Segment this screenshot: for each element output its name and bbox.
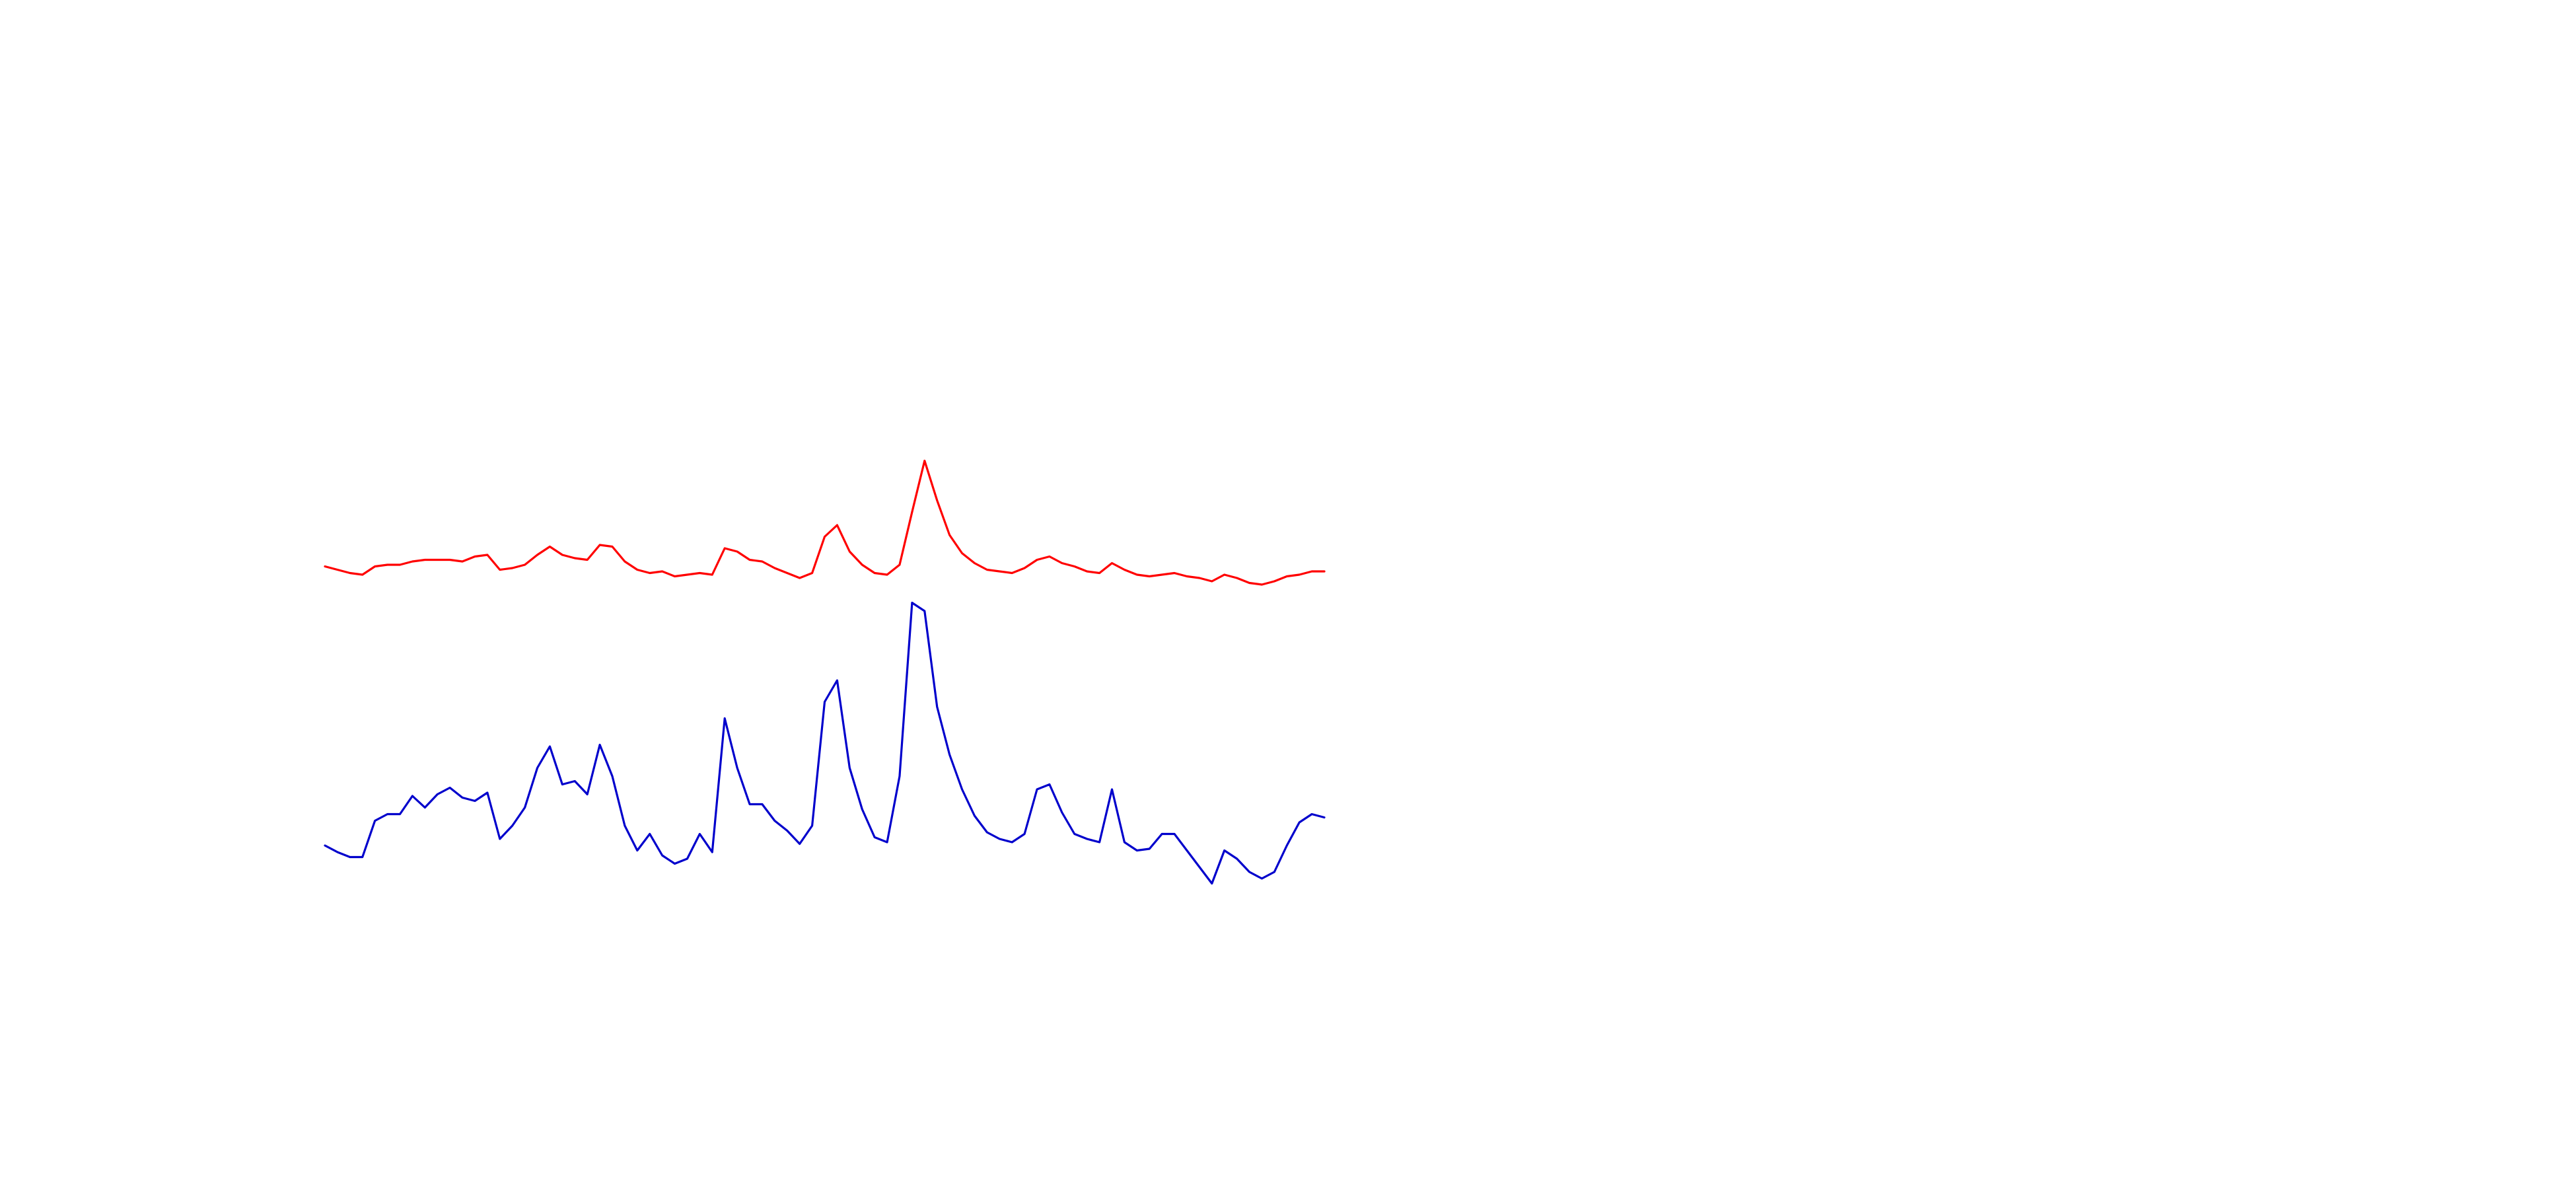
- line-series: [324, 601, 1326, 885]
- line-series: [324, 459, 1326, 586]
